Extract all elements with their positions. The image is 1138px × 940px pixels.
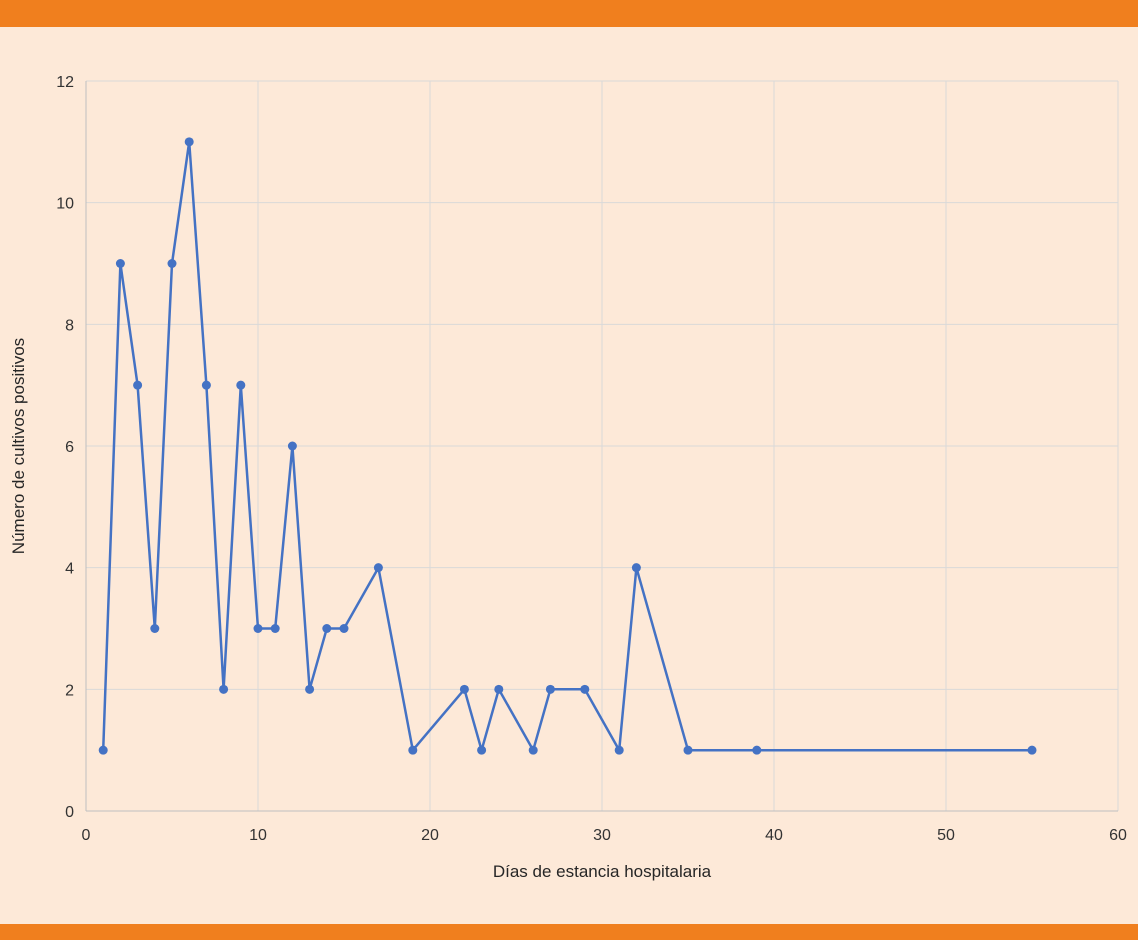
data-point xyxy=(373,563,383,573)
data-point xyxy=(322,624,332,633)
top-accent-band xyxy=(0,0,1138,27)
data-point xyxy=(305,684,315,694)
data-point xyxy=(287,441,297,451)
data-point xyxy=(494,684,504,694)
y-axis-label: Número de cultivos positivos xyxy=(9,338,28,554)
data-point xyxy=(752,745,762,755)
data-point xyxy=(528,745,538,755)
x-tick-label: 0 xyxy=(82,827,91,844)
series-line xyxy=(101,140,1032,752)
bottom-accent-band xyxy=(0,924,1138,940)
data-point xyxy=(115,259,125,268)
data-point xyxy=(98,745,108,755)
axes xyxy=(85,81,1118,812)
gridlines xyxy=(86,80,1119,811)
x-axis-label: Días de estancia hospitalaria xyxy=(493,862,712,881)
y-tick-label: 10 xyxy=(56,196,74,213)
y-tick-label: 8 xyxy=(65,317,74,334)
data-point xyxy=(477,745,487,755)
data-point xyxy=(219,684,229,694)
data-point xyxy=(408,745,418,755)
data-point xyxy=(236,380,246,390)
y-tick-label: 6 xyxy=(65,439,74,456)
y-tick-label: 4 xyxy=(65,561,74,578)
data-point xyxy=(1027,745,1037,755)
data-point xyxy=(459,684,469,694)
data-point xyxy=(683,745,693,755)
y-tick-label: 0 xyxy=(65,804,74,821)
x-tick-label: 10 xyxy=(249,827,267,844)
data-point xyxy=(270,624,280,633)
data-series xyxy=(98,137,1037,755)
data-point xyxy=(339,624,349,633)
data-point xyxy=(133,380,143,390)
tick-labels: 0 2 4 6 8 10 12 0 10 20 30 40 50 60 xyxy=(56,74,1127,844)
data-point xyxy=(631,563,641,573)
x-tick-label: 40 xyxy=(765,827,783,844)
data-point xyxy=(614,745,624,755)
data-point xyxy=(580,684,590,694)
x-tick-label: 60 xyxy=(1109,827,1127,844)
x-tick-label: 30 xyxy=(593,827,611,844)
data-point xyxy=(150,624,160,633)
y-tick-label: 2 xyxy=(65,682,74,699)
data-point xyxy=(201,380,211,390)
x-tick-label: 50 xyxy=(937,827,955,844)
data-point xyxy=(253,624,263,633)
x-tick-label: 20 xyxy=(421,827,439,844)
data-point xyxy=(545,684,555,694)
y-tick-label: 12 xyxy=(56,74,74,91)
data-point xyxy=(184,137,194,147)
data-point xyxy=(167,259,177,268)
